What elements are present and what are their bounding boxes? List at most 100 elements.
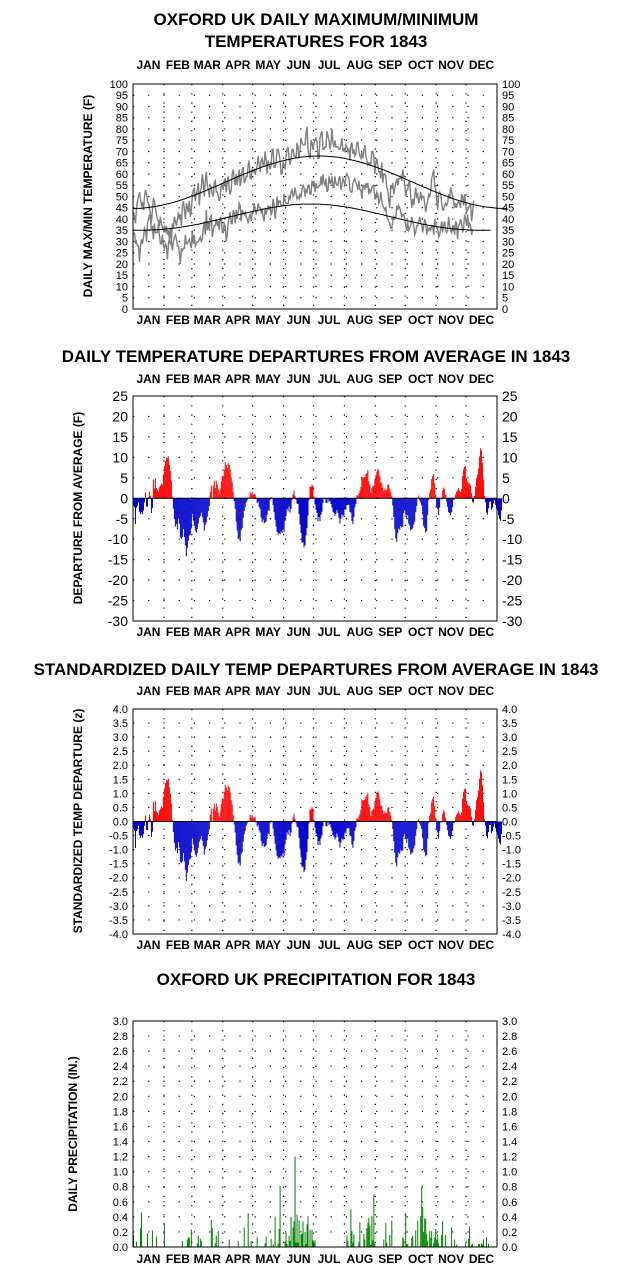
bar xyxy=(225,787,227,822)
bar xyxy=(395,821,397,863)
y-tick-label: 2.2 xyxy=(502,1076,517,1088)
month-label: JUL xyxy=(318,372,341,386)
bar xyxy=(259,498,261,509)
y-tick-label: 75 xyxy=(116,135,128,147)
bar xyxy=(321,498,323,512)
bar xyxy=(454,1239,456,1247)
bar xyxy=(359,490,361,499)
bar xyxy=(238,821,240,863)
bar xyxy=(411,498,413,530)
bar xyxy=(214,811,216,822)
y-tick-label: 3.0 xyxy=(502,732,517,744)
bar xyxy=(139,498,141,515)
bar xyxy=(217,1231,219,1247)
bar xyxy=(437,1234,439,1247)
bar xyxy=(233,821,235,825)
bar xyxy=(352,821,354,848)
y-tick-label: 100 xyxy=(110,79,128,91)
bar xyxy=(174,821,176,851)
y-tick-label: 2.0 xyxy=(502,1091,517,1103)
bar xyxy=(243,1227,245,1247)
month-label: OCT xyxy=(408,684,434,698)
y-tick-label: 1.4 xyxy=(113,1136,128,1148)
y-tick-label: 90 xyxy=(502,101,514,113)
bar xyxy=(231,481,233,499)
y-tick-label: 85 xyxy=(116,113,128,125)
bar xyxy=(291,498,293,501)
bar xyxy=(175,821,177,848)
y-tick-label: 10 xyxy=(116,281,128,293)
month-label: JUL xyxy=(318,938,341,952)
bar xyxy=(401,821,403,852)
bar xyxy=(222,798,224,822)
series-daily_min xyxy=(132,172,474,265)
bar xyxy=(168,464,170,499)
bar xyxy=(374,802,376,822)
bar xyxy=(181,821,183,862)
bar xyxy=(297,821,299,828)
y-tick-label: 0.2 xyxy=(502,1227,517,1239)
bar xyxy=(408,821,410,848)
bar xyxy=(198,821,200,842)
bar xyxy=(421,821,423,830)
bar xyxy=(140,498,142,513)
bar xyxy=(442,1221,444,1247)
bar xyxy=(484,495,486,499)
bar xyxy=(306,821,308,853)
bar xyxy=(442,490,444,499)
month-labels: JAN FEB MAR APR MAY JUN JUL AUG SEP OCT NOV DEC xyxy=(136,1252,494,1266)
bar xyxy=(340,498,342,519)
bar xyxy=(151,1230,153,1247)
bar xyxy=(254,817,256,822)
bar xyxy=(220,481,222,499)
bar xyxy=(239,498,241,542)
bar xyxy=(470,485,472,499)
month-label: MAY xyxy=(255,1252,281,1266)
month-label: APR xyxy=(225,684,251,698)
bar xyxy=(356,495,358,499)
bar xyxy=(301,498,303,543)
bar xyxy=(473,821,475,826)
bar xyxy=(219,812,221,822)
bar xyxy=(288,821,290,830)
bar xyxy=(167,456,169,499)
bar xyxy=(343,821,345,839)
y-tick-label: 1.0 xyxy=(502,788,517,800)
bar xyxy=(417,1220,419,1247)
bar xyxy=(191,821,193,838)
bar xyxy=(167,778,169,822)
bar xyxy=(293,813,295,822)
bar xyxy=(391,1220,393,1247)
chart-title: STANDARDIZED DAILY TEMP DEPARTURES FROM … xyxy=(34,660,599,679)
bar xyxy=(469,1226,471,1247)
y-tick-label: 2.6 xyxy=(113,1046,128,1058)
bar xyxy=(472,821,474,826)
y-tick-label: 75 xyxy=(502,135,514,147)
bar xyxy=(165,779,167,822)
bar xyxy=(258,498,260,507)
bar xyxy=(389,488,391,499)
month-label: NOV xyxy=(438,58,464,72)
bar xyxy=(250,817,252,822)
bar xyxy=(483,479,485,499)
bar xyxy=(474,818,476,822)
y-tick-label: -3.0 xyxy=(502,901,521,913)
y-tick-label: -3.0 xyxy=(109,901,128,913)
y-tick-label: 45 xyxy=(502,203,514,215)
bar xyxy=(276,498,278,532)
bar xyxy=(427,498,429,516)
bar xyxy=(426,821,428,855)
bar xyxy=(146,1233,148,1247)
month-label: MAR xyxy=(194,372,222,386)
bar xyxy=(256,498,258,504)
y-tick-label: -2.0 xyxy=(502,873,521,885)
bar xyxy=(140,821,142,836)
bar xyxy=(348,498,350,505)
bar xyxy=(170,803,172,822)
bar xyxy=(411,1237,413,1247)
bar xyxy=(381,806,383,822)
y-tick-label: 15 xyxy=(502,429,518,445)
bar xyxy=(380,482,382,499)
bar xyxy=(311,484,313,499)
bar xyxy=(258,821,260,831)
